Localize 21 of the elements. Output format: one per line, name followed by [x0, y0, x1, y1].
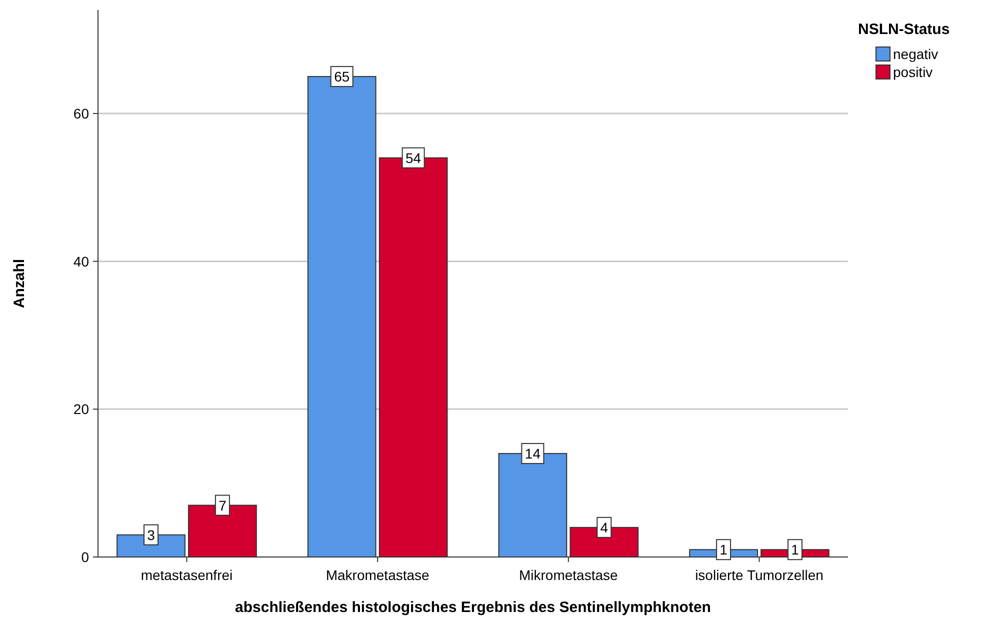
- data-label: 4: [600, 519, 608, 536]
- y-tick-label: 60: [73, 105, 90, 122]
- y-tick-label: 20: [73, 401, 90, 418]
- x-tick-label: Mikrometastase: [519, 567, 618, 583]
- data-label: 1: [720, 542, 728, 558]
- x-tick-label: Makrometastase: [326, 567, 430, 583]
- legend-label: negativ: [893, 46, 938, 62]
- legend-title: NSLN-Status: [858, 21, 950, 38]
- x-tick-label: isolierte Tumorzellen: [695, 567, 824, 583]
- y-axis-title: Anzahl: [11, 258, 28, 308]
- y-tick-label: 40: [73, 253, 90, 270]
- data-label: 3: [147, 526, 156, 543]
- data-label: 1: [791, 542, 800, 558]
- x-axis-title: abschließendes histologisches Ergebnis des Sentinellymphknoten: [235, 599, 711, 616]
- y-tick-label: 0: [81, 549, 90, 565]
- legend-label: positiv: [893, 64, 933, 80]
- x-tick-label: metastasenfrei: [140, 567, 233, 583]
- data-label: 54: [406, 150, 422, 166]
- data-label: 7: [218, 497, 227, 514]
- data-label: 65: [334, 68, 350, 85]
- data-label: 14: [524, 446, 541, 462]
